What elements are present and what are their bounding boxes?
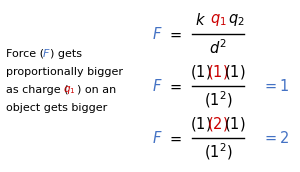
Text: proportionally bigger: proportionally bigger [6,67,123,77]
Text: $q_2$: $q_2$ [228,12,244,28]
Text: $(1^2)$: $(1^2)$ [204,90,232,110]
Text: $(1)$: $(1)$ [190,115,212,133]
Text: $F$: $F$ [152,130,163,146]
Text: $= 1$: $= 1$ [262,78,290,94]
Text: ) on an: ) on an [77,85,116,95]
Text: $q_1$: $q_1$ [63,84,76,96]
Text: $(1^2)$: $(1^2)$ [204,142,232,162]
Text: F: F [43,49,50,59]
Text: $(1)$: $(1)$ [224,63,246,81]
Text: ) gets: ) gets [50,49,82,59]
Text: $q_1$: $q_1$ [210,12,226,28]
Text: object gets bigger: object gets bigger [6,103,107,113]
Text: $(1)$: $(1)$ [190,63,212,81]
Text: $= 2$: $= 2$ [262,130,290,146]
Text: $F$: $F$ [152,26,163,42]
Text: as charge (: as charge ( [6,85,68,95]
Text: $d^2$: $d^2$ [209,39,227,57]
Text: $=$: $=$ [167,131,182,146]
Text: $F$: $F$ [152,78,163,94]
Text: $(1)$: $(1)$ [224,115,246,133]
Text: $(2)$: $(2)$ [207,115,229,133]
Text: $=$: $=$ [167,78,182,94]
Text: $k$: $k$ [194,12,206,28]
Text: $(1)$: $(1)$ [207,63,229,81]
Text: Force (: Force ( [6,49,44,59]
Text: $=$: $=$ [167,26,182,41]
